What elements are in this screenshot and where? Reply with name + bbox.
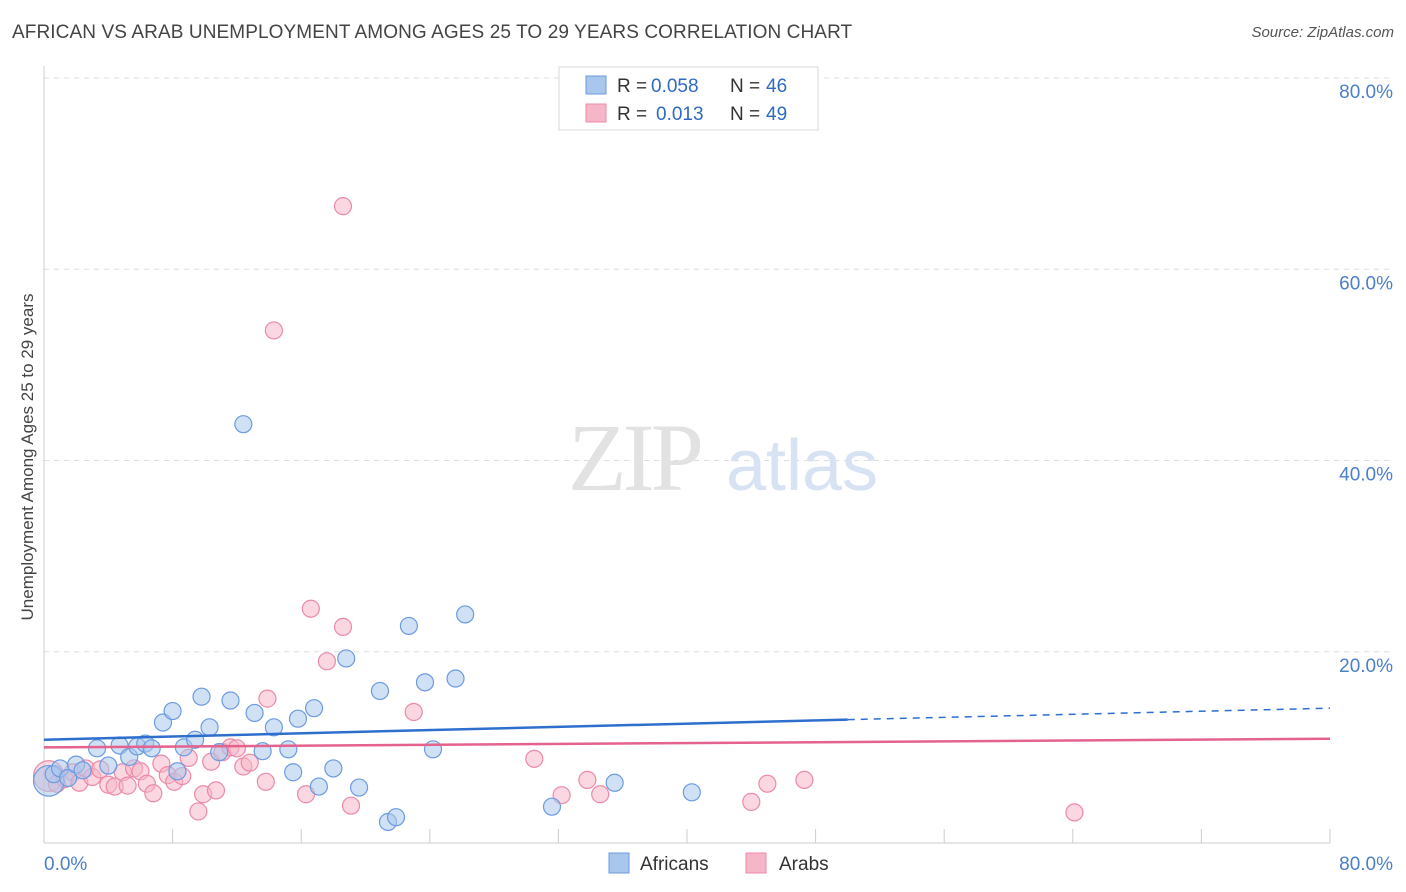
- source-credit: Source: ZipAtlas.com: [1251, 24, 1394, 41]
- african-point: [309, 777, 328, 796]
- arab-trend-line: [43, 737, 1331, 749]
- arab-point: [206, 781, 226, 800]
- arab-point: [591, 785, 610, 804]
- arab-point: [333, 197, 353, 216]
- african-point: [279, 740, 298, 759]
- x-tick-label-min: 0.0%: [44, 854, 87, 875]
- african-point: [59, 768, 78, 788]
- arab-point: [1065, 803, 1084, 822]
- arab-point: [758, 774, 777, 793]
- legend-bottom-arab-swatch: [745, 852, 767, 874]
- african-point: [423, 740, 443, 759]
- african-point: [349, 778, 369, 797]
- african-point: [386, 808, 406, 827]
- african-point: [87, 739, 107, 758]
- legend-african-r-value: 0.058: [651, 76, 699, 97]
- watermark-zip: ZIP: [568, 404, 701, 511]
- african-point: [284, 763, 303, 782]
- arab-point: [317, 652, 337, 671]
- african-point: [542, 797, 562, 816]
- arab-point: [525, 749, 544, 768]
- legend-bottom: Africans Arabs: [608, 852, 829, 875]
- gridlines: [44, 77, 1394, 653]
- african-trend-line: [43, 718, 848, 741]
- legend-bottom-arab-label: Arabs: [779, 854, 829, 875]
- african-point: [415, 673, 435, 692]
- arab-point: [227, 739, 246, 758]
- watermark: ZIP atlas: [568, 404, 878, 511]
- legend-arab-swatch: [585, 103, 607, 123]
- legend-top: R = 0.058 N = 46 R = 0.013 N = 49: [558, 66, 819, 131]
- y-tick-label: 20.0%: [1339, 656, 1393, 677]
- watermark-atlas: atlas: [726, 426, 878, 506]
- legend-african-swatch: [585, 75, 607, 95]
- african-point: [446, 669, 465, 688]
- african-point: [234, 415, 253, 434]
- x-tick-label-max: 80.0%: [1339, 854, 1393, 875]
- legend-arab-r-value: 0.013: [656, 104, 704, 125]
- legend-arab-n-value: 49: [766, 104, 787, 125]
- arab-point: [118, 776, 137, 795]
- arab-point: [258, 689, 277, 708]
- arab-point: [264, 321, 283, 340]
- african-point: [200, 718, 219, 737]
- arab-point: [240, 753, 259, 772]
- arab-point: [578, 770, 597, 789]
- african-point: [99, 756, 118, 775]
- african-point: [163, 701, 182, 721]
- arab-point: [341, 796, 361, 815]
- axes: 20.0% 40.0% 60.0% 80.0% 0.0% 80.0%: [43, 66, 1393, 875]
- arab-point: [742, 792, 761, 811]
- arab-point: [301, 599, 320, 618]
- y-tick-label: 80.0%: [1339, 82, 1393, 103]
- arab-point: [333, 617, 353, 636]
- african-point: [288, 709, 308, 728]
- african-point: [210, 743, 229, 762]
- arab-point: [404, 702, 423, 722]
- african-point: [73, 761, 92, 780]
- legend-arab-r-label: R =: [617, 104, 647, 125]
- chart-title: AFRICAN VS ARAB UNEMPLOYMENT AMONG AGES …: [12, 22, 853, 43]
- african-point: [245, 703, 264, 723]
- legend-african-r-label: R =: [617, 76, 647, 97]
- legend-bottom-african-label: Africans: [640, 854, 709, 875]
- african-point: [456, 605, 475, 624]
- african-trend-extension: [847, 707, 1331, 721]
- african-point: [264, 718, 283, 737]
- y-tick-label: 60.0%: [1339, 273, 1393, 294]
- arab-point: [144, 784, 163, 803]
- african-point: [337, 649, 356, 668]
- african-points: [32, 415, 701, 832]
- arab-point: [189, 802, 208, 821]
- legend-bottom-african-swatch: [608, 852, 630, 874]
- african-point: [682, 783, 701, 802]
- african-point: [168, 762, 187, 781]
- african-point: [370, 681, 390, 701]
- y-tick-label: 40.0%: [1339, 465, 1393, 486]
- arab-point: [256, 772, 275, 791]
- african-point: [304, 699, 324, 718]
- african-point: [192, 687, 211, 706]
- legend-arab-n-label: N =: [730, 104, 760, 125]
- african-point: [324, 759, 343, 778]
- african-point: [142, 739, 161, 758]
- arab-point: [795, 770, 814, 789]
- legend-african-n-value: 46: [766, 76, 787, 97]
- african-point: [605, 773, 624, 792]
- trend-lines: [43, 707, 1331, 749]
- legend-african-n-label: N =: [730, 76, 760, 97]
- african-point: [221, 691, 240, 710]
- african-point: [399, 616, 419, 636]
